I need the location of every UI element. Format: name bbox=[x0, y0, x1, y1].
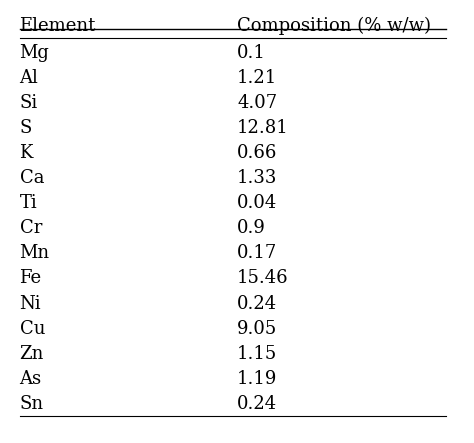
Text: Composition (% w/w): Composition (% w/w) bbox=[237, 17, 431, 35]
Text: Element: Element bbox=[19, 17, 96, 35]
Text: 4.07: 4.07 bbox=[237, 94, 277, 112]
Text: S: S bbox=[19, 119, 32, 137]
Text: 1.33: 1.33 bbox=[237, 169, 278, 187]
Text: 1.21: 1.21 bbox=[237, 69, 277, 87]
Text: 0.17: 0.17 bbox=[237, 245, 277, 262]
Text: 1.19: 1.19 bbox=[237, 370, 278, 388]
Text: Ti: Ti bbox=[19, 194, 37, 212]
Text: Fe: Fe bbox=[19, 269, 42, 288]
Text: Ni: Ni bbox=[19, 295, 41, 313]
Text: 9.05: 9.05 bbox=[237, 320, 277, 338]
Text: 12.81: 12.81 bbox=[237, 119, 289, 137]
Text: Sn: Sn bbox=[19, 395, 44, 413]
Text: K: K bbox=[19, 144, 33, 162]
Text: Mg: Mg bbox=[19, 44, 49, 62]
Text: Al: Al bbox=[19, 69, 38, 87]
Text: As: As bbox=[19, 370, 42, 388]
Text: Zn: Zn bbox=[19, 345, 44, 363]
Text: 0.24: 0.24 bbox=[237, 295, 277, 313]
Text: Mn: Mn bbox=[19, 245, 50, 262]
Text: 0.9: 0.9 bbox=[237, 219, 266, 237]
Text: 1.15: 1.15 bbox=[237, 345, 277, 363]
Text: 0.24: 0.24 bbox=[237, 395, 277, 413]
Text: 0.1: 0.1 bbox=[237, 44, 266, 62]
Text: Cr: Cr bbox=[19, 219, 42, 237]
Text: Cu: Cu bbox=[19, 320, 45, 338]
Text: Si: Si bbox=[19, 94, 38, 112]
Text: 0.04: 0.04 bbox=[237, 194, 277, 212]
Text: 15.46: 15.46 bbox=[237, 269, 289, 288]
Text: Ca: Ca bbox=[19, 169, 44, 187]
Text: 0.66: 0.66 bbox=[237, 144, 278, 162]
